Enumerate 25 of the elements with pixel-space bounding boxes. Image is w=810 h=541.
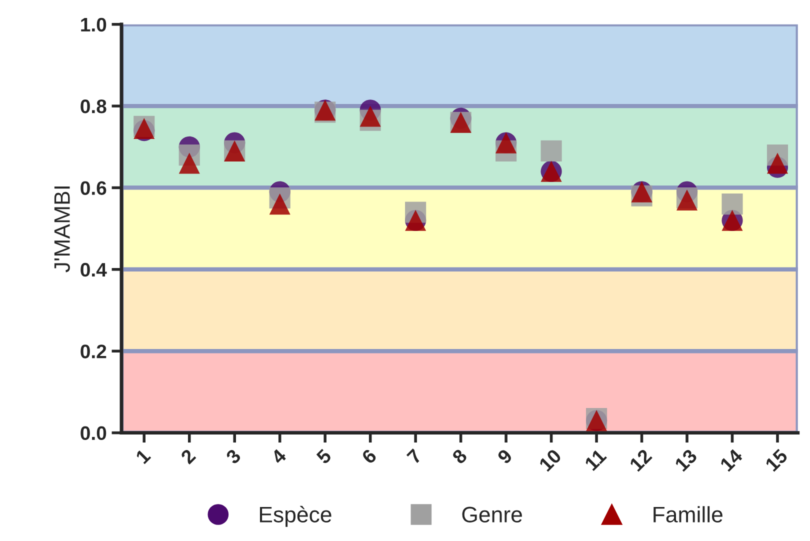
y-tick-label: 0.0 — [80, 426, 106, 440]
x-tick-label: 2 — [180, 448, 196, 465]
x-tick-label: 12 — [628, 448, 652, 472]
x-tick-label: 8 — [451, 448, 468, 465]
x-tick-label: 9 — [496, 448, 514, 465]
legend-label: Famille — [654, 506, 722, 522]
y-tick-label: 0.8 — [80, 100, 106, 114]
x-tick-label: 11 — [584, 448, 607, 472]
y-tick-label: 1.0 — [81, 18, 106, 32]
x-tick-label: 14 — [720, 448, 744, 472]
x-tick-label: 6 — [360, 448, 378, 465]
x-tick-label: 5 — [316, 448, 332, 465]
x-tick-label: 10 — [538, 448, 562, 472]
x-tick-label: 4 — [270, 448, 288, 465]
y-tick-label: 0.6 — [80, 181, 106, 195]
y-tick-label: 0.4 — [80, 262, 107, 277]
x-tick-label: 13 — [674, 448, 698, 472]
x-tick-label: 7 — [406, 448, 422, 464]
y-tick-label: 0.2 — [80, 344, 106, 358]
x-tick-label: 1 — [135, 448, 152, 464]
x-tick-label: 3 — [225, 448, 242, 465]
legend-label: Espèce — [260, 506, 332, 527]
y-axis-title: J'MAMBI — [54, 186, 70, 272]
legend-label: Genre — [462, 506, 522, 522]
x-tick-label: 15 — [764, 448, 788, 472]
